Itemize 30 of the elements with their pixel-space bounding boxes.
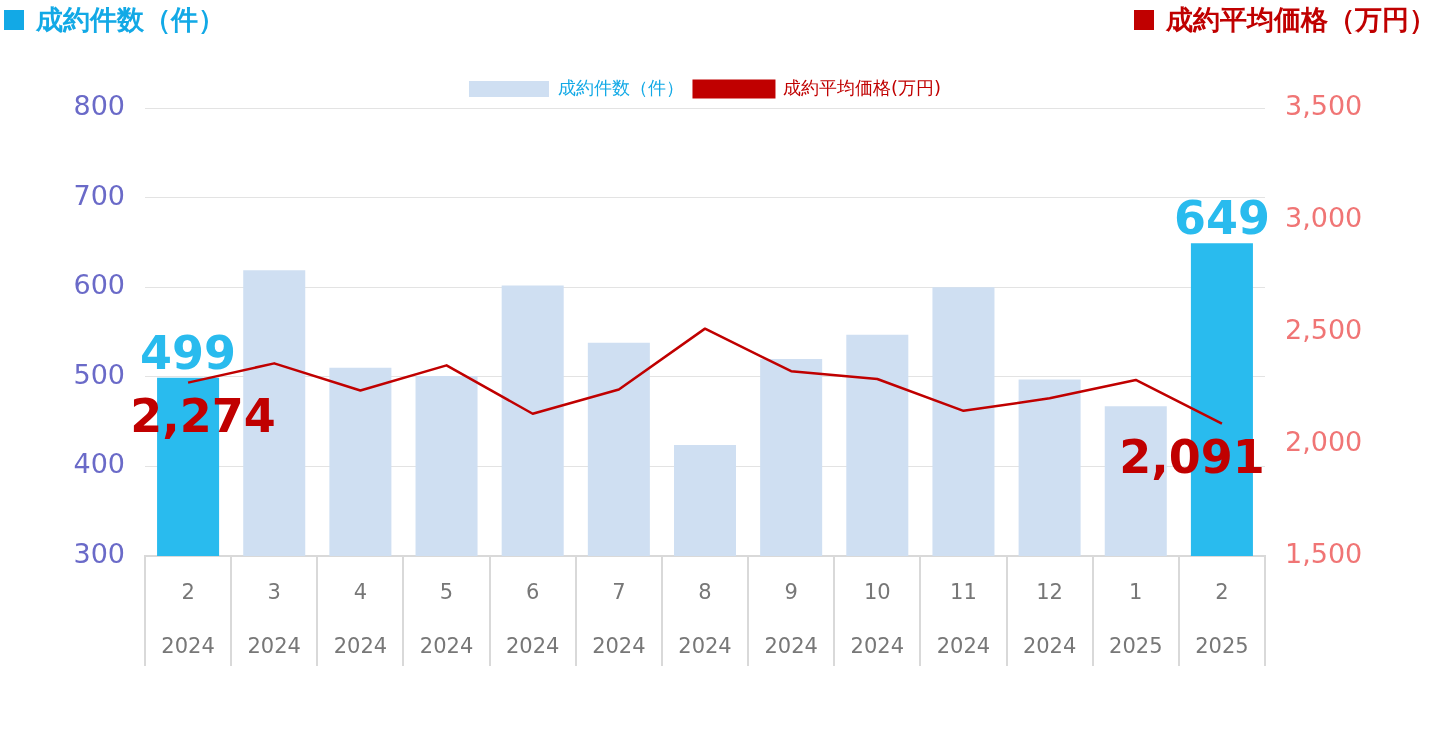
y2-tick-label: 3,500 bbox=[1285, 90, 1363, 122]
y-tick-label: 400 bbox=[73, 448, 125, 480]
category-label: 11 2024 bbox=[936, 579, 991, 659]
category-label: 9 2024 bbox=[764, 579, 818, 659]
y2-tick-label: 2,000 bbox=[1285, 426, 1363, 458]
y2-tick-label: 2,500 bbox=[1285, 314, 1363, 346]
y-tick-label: 500 bbox=[73, 358, 125, 390]
category-label: 2 2025 bbox=[1195, 579, 1249, 659]
y2-axis-title: 成約平均価格（万円） bbox=[1166, 3, 1436, 37]
data-label: 649 bbox=[1173, 191, 1270, 246]
category-label: 4 2024 bbox=[333, 579, 388, 659]
category-label: 6 2024 bbox=[505, 579, 560, 659]
category-label: 7 2024 bbox=[592, 579, 646, 659]
data-label: 499 bbox=[140, 325, 237, 380]
category-label: 5 2024 bbox=[419, 579, 474, 659]
y2-tick-label: 1,500 bbox=[1285, 538, 1363, 570]
category-label: 12 2024 bbox=[1022, 579, 1077, 659]
legend-label: 成約平均価格(万円) bbox=[782, 76, 942, 98]
category-label: 10 2024 bbox=[850, 579, 905, 659]
category-label: 1 2025 bbox=[1109, 579, 1163, 659]
y-axis-title: 成約件数（件） bbox=[36, 3, 225, 37]
y-tick-label: 800 bbox=[73, 90, 125, 122]
y2-tick-label: 3,000 bbox=[1285, 202, 1363, 234]
y-tick-label: 600 bbox=[73, 269, 125, 301]
y-tick-label: 700 bbox=[73, 179, 125, 211]
category-label: 3 2024 bbox=[247, 579, 301, 659]
legend-label: 成約件数（件） bbox=[557, 76, 684, 98]
category-label: 8 2024 bbox=[678, 579, 732, 659]
y-tick-label: 300 bbox=[73, 538, 125, 570]
category-label: 2 2024 bbox=[161, 579, 215, 659]
